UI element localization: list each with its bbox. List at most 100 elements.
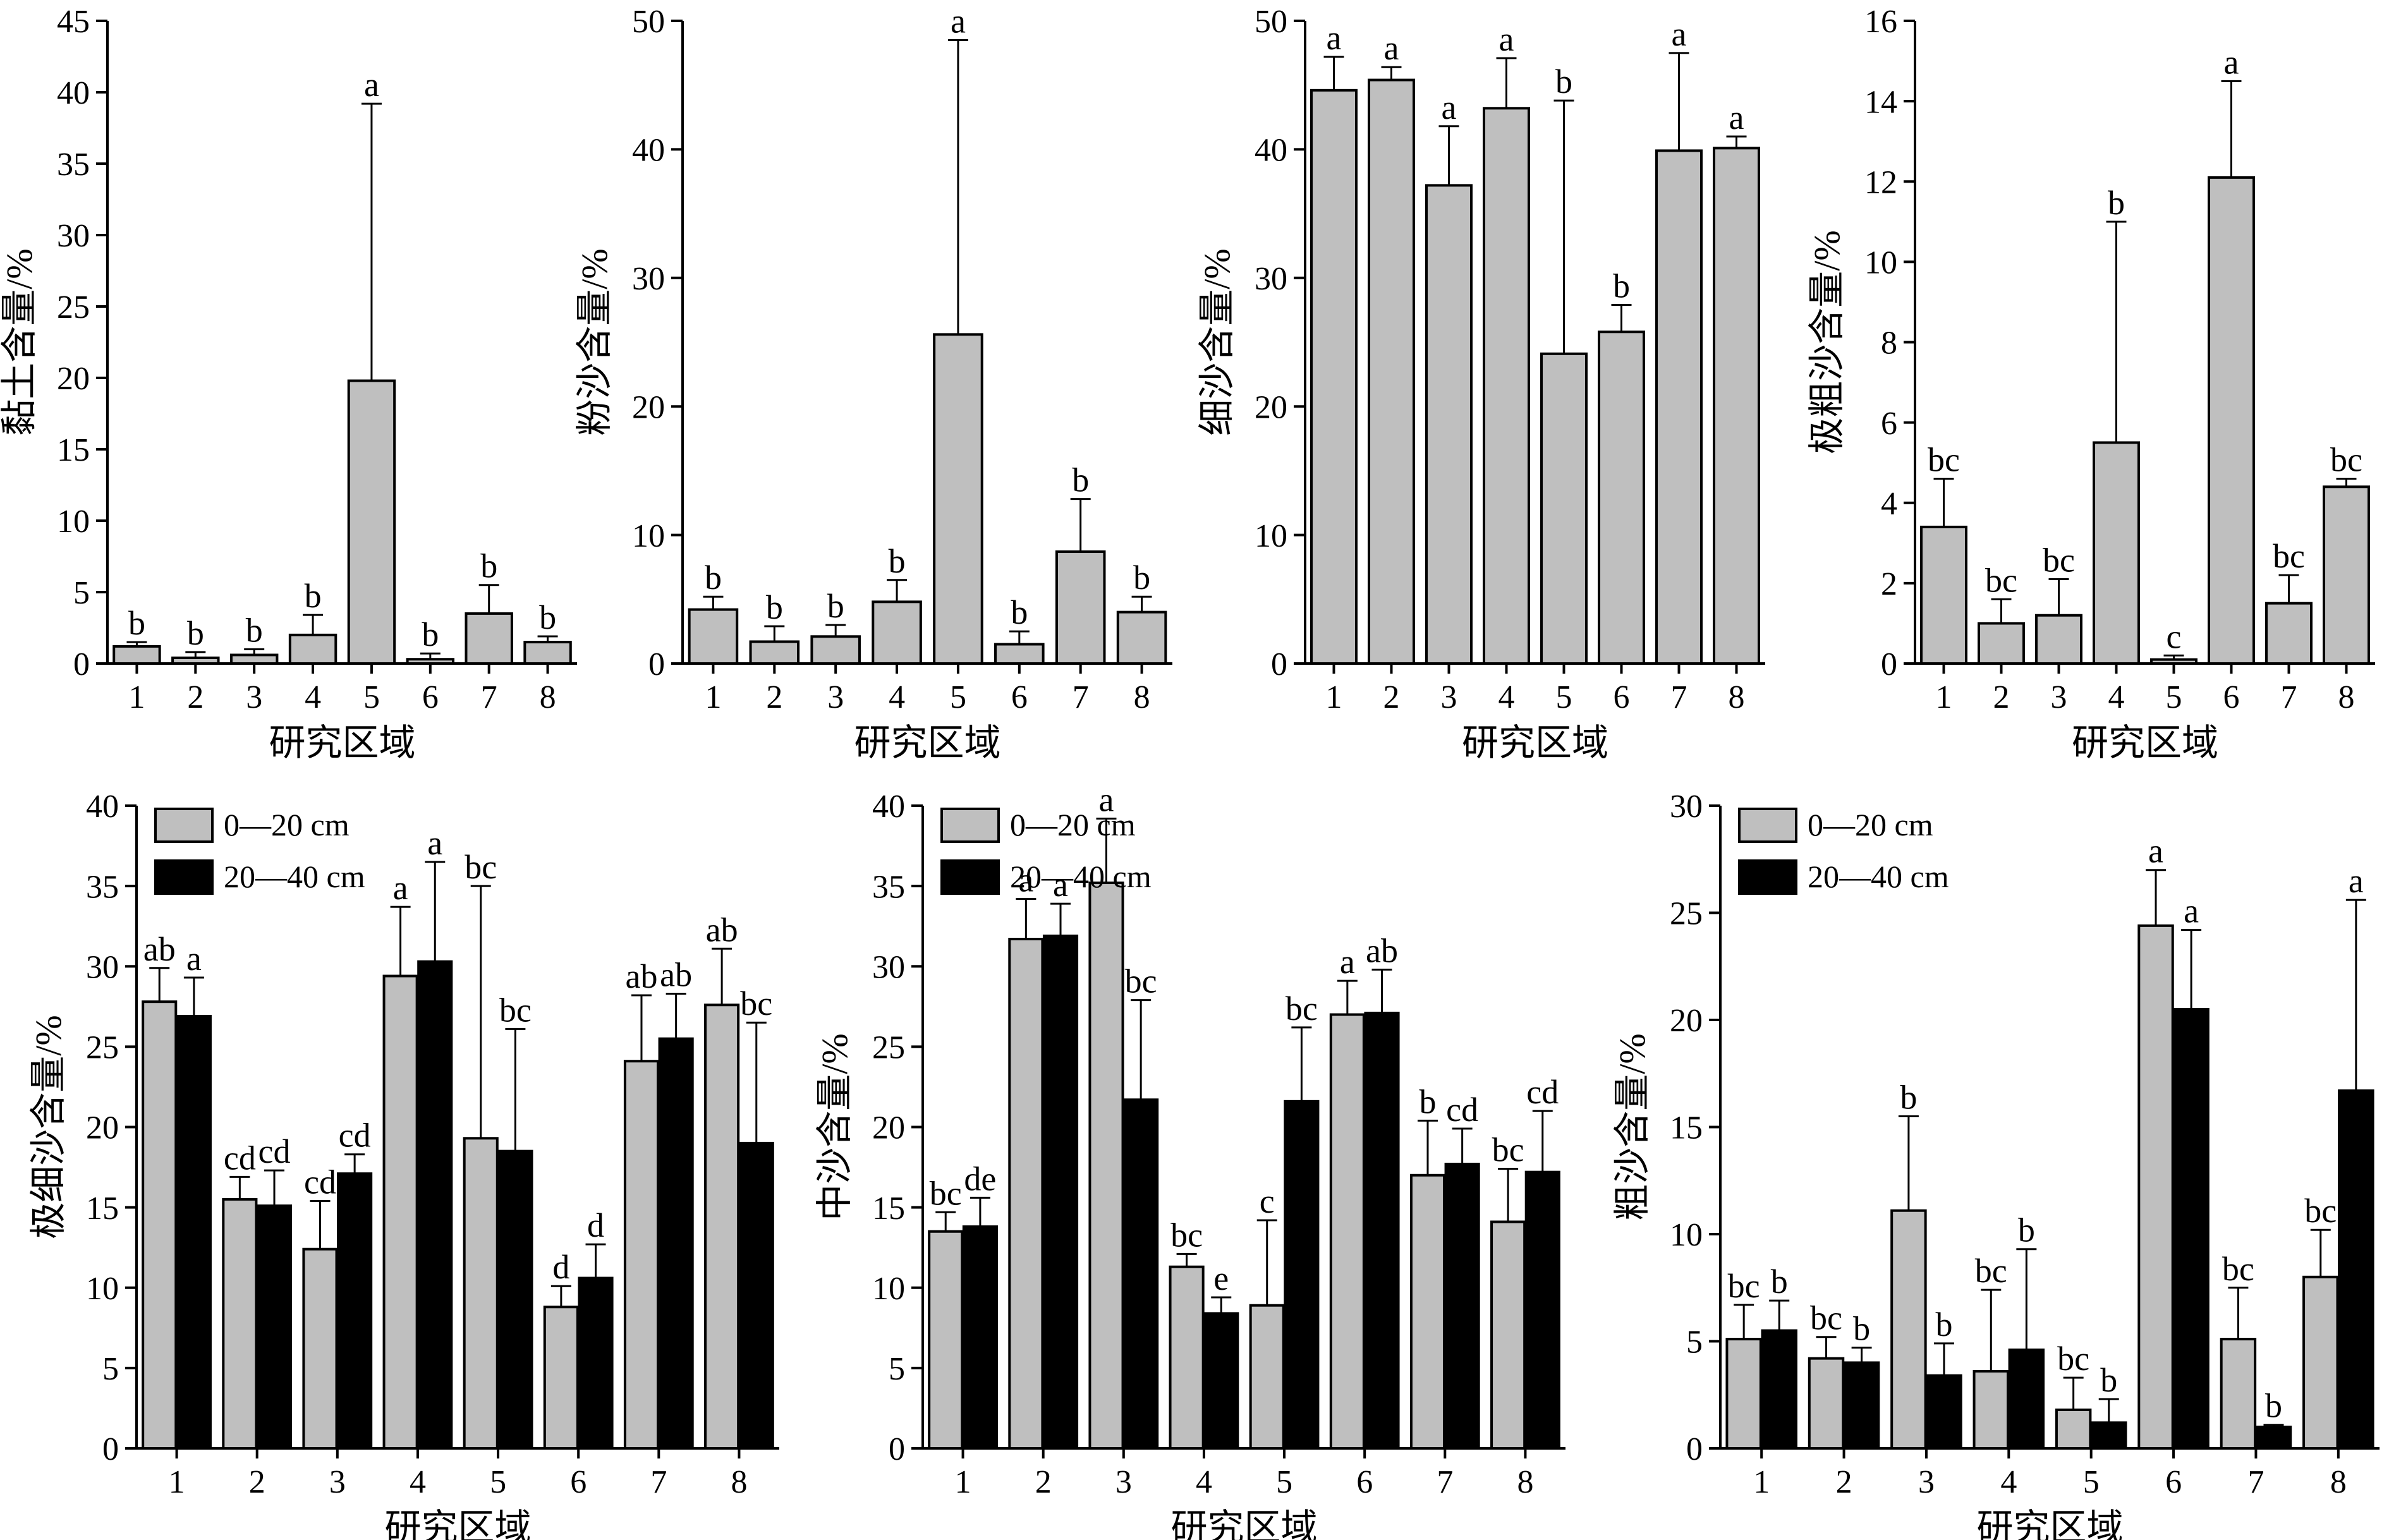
x-tick-label: 2 (1035, 1464, 1052, 1500)
y-tick-label: 40 (86, 789, 119, 825)
significance-letter: b (2100, 1361, 2117, 1399)
bar (229, 653, 279, 665)
bar (1169, 1265, 1205, 1450)
bar (688, 608, 739, 665)
bar (1598, 330, 1645, 665)
bar (2093, 441, 2140, 665)
significance-letter: d (552, 1248, 569, 1286)
legend-swatch (940, 859, 1000, 895)
legend-label: 0—20 cm (1808, 807, 1933, 842)
significance-letter: a (951, 3, 966, 40)
significance-letter: bc (1728, 1267, 1760, 1305)
bar (1409, 1173, 1446, 1450)
bar (1310, 88, 1358, 665)
x-tick-label: 7 (1671, 679, 1687, 715)
bar (142, 1000, 178, 1450)
significance-letter: bc (740, 985, 772, 1022)
significance-letter: bc (2330, 441, 2362, 479)
significance-letter: b (2265, 1387, 2282, 1425)
y-tick-label: 40 (1255, 133, 1287, 169)
significance-letter: e (1213, 1259, 1229, 1297)
y-tick-label: 8 (1881, 325, 1897, 361)
significance-letter: cd (1446, 1091, 1478, 1129)
bar (337, 1172, 373, 1450)
x-tick-label: 6 (1356, 1464, 1373, 1500)
significance-letter: cd (224, 1139, 256, 1177)
bar (1655, 149, 1703, 665)
bar (543, 1306, 579, 1450)
x-tick-label: 4 (2108, 679, 2125, 715)
x-tick-label: 8 (2330, 1464, 2347, 1500)
x-tick-label: 4 (305, 679, 321, 715)
x-tick-label: 2 (1993, 679, 2010, 715)
bar (1890, 1209, 1927, 1450)
bar (1088, 882, 1124, 1450)
y-tick-label: 30 (1255, 261, 1287, 297)
significance-letter: b (128, 604, 145, 642)
x-tick-label: 5 (1556, 679, 1572, 715)
x-tick-label: 4 (1196, 1464, 1212, 1500)
x-tick-label: 2 (1383, 679, 1400, 715)
bar (176, 1015, 212, 1450)
significance-letter: b (1935, 1306, 1952, 1343)
significance-letter: d (587, 1206, 604, 1244)
bar (578, 1276, 614, 1450)
significance-letter: a (1340, 943, 1355, 981)
y-tick-label: 5 (889, 1351, 905, 1387)
bar (658, 1037, 694, 1450)
bar (1284, 1100, 1320, 1450)
significance-letter: b (705, 559, 722, 597)
significance-letter: b (1133, 559, 1150, 597)
x-tick-label: 4 (410, 1464, 426, 1500)
bar (2338, 1089, 2374, 1450)
significance-letter: de (964, 1160, 996, 1197)
y-tick-label: 10 (632, 518, 665, 554)
y-axis-title: 细沙含量/% (1196, 248, 1237, 435)
significance-letter: a (1442, 88, 1457, 126)
significance-letter: cd (1526, 1073, 1559, 1111)
bar (1483, 107, 1530, 665)
y-tick-label: 10 (872, 1271, 905, 1307)
y-tick-label: 20 (1670, 1003, 1703, 1039)
significance-letter: a (1729, 99, 1744, 136)
bar (171, 656, 220, 665)
bar (1920, 525, 1967, 665)
bar (2150, 658, 2198, 665)
significance-letter: a (2184, 892, 2199, 930)
bar (222, 1197, 258, 1450)
significance-letter: b (480, 547, 497, 585)
y-tick-label: 40 (57, 75, 90, 111)
significance-letter: a (186, 940, 202, 978)
y-tick-label: 30 (57, 218, 90, 254)
chart-panel-2: 0 10 20 30 40 50 粉沙含量/% 研究区域 1 b 2 b 3 b 4 b 5 a 6 b 7 b 8 b (574, 3, 1172, 763)
chart-panel-4: 0 2 4 6 8 10 12 14 16 极粗沙含量/% 研究区域 1 bc 2 bc 3 bc 4 b 5 c 6 a 7… (1806, 4, 2375, 763)
x-axis-title: 研究区域 (1170, 1507, 1317, 1540)
significance-letter: bc (465, 848, 497, 886)
bar (738, 1141, 774, 1450)
x-tick-label: 6 (2165, 1464, 2182, 1500)
x-tick-label: 6 (422, 679, 439, 715)
significance-letter: bc (1492, 1131, 1524, 1169)
x-tick-label: 1 (1326, 679, 1342, 715)
y-tick-label: 10 (1670, 1217, 1703, 1253)
significance-letter: b (187, 614, 204, 652)
significance-letter: b (2018, 1211, 2035, 1249)
bar (1490, 1220, 1526, 1450)
significance-letter: bc (2304, 1192, 2337, 1230)
y-tick-label: 30 (1670, 789, 1703, 825)
x-tick-label: 2 (1836, 1464, 1852, 1500)
significance-letter: b (889, 542, 906, 580)
legend-swatch (940, 808, 1000, 843)
significance-letter: a (364, 66, 379, 104)
y-tick-label: 12 (1864, 164, 1897, 200)
bar (928, 1230, 964, 1450)
significance-letter: b (1419, 1082, 1436, 1120)
bar (749, 640, 800, 665)
x-tick-label: 8 (540, 679, 556, 715)
y-tick-label: 30 (872, 949, 905, 985)
significance-letter: ab (706, 911, 738, 949)
x-tick-label: 3 (827, 679, 844, 715)
